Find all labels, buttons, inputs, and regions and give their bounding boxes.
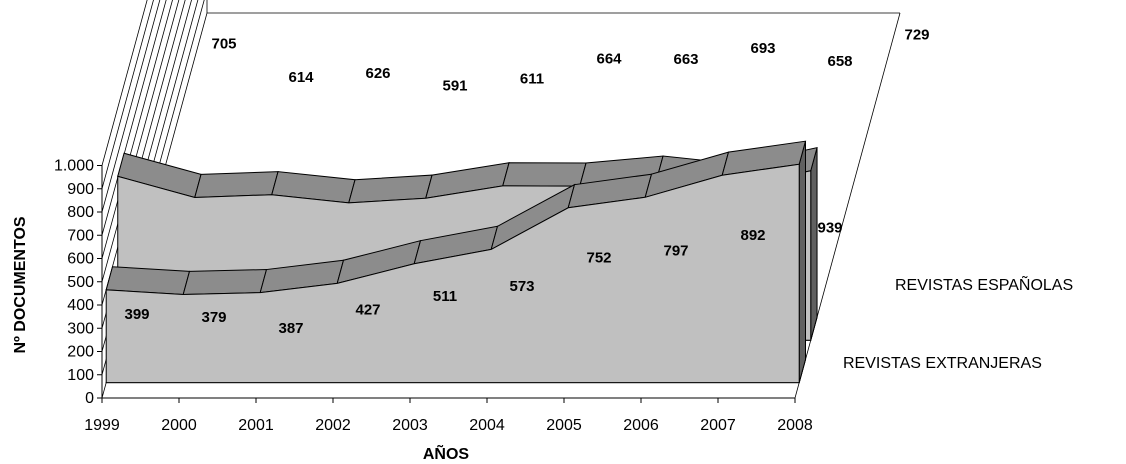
data-label-extranjeras: 892 [740,227,765,244]
y-tick-label: 100 [67,367,94,384]
data-label-extranjeras: 379 [201,309,226,326]
series-extranjeras-side [798,141,806,383]
gridline [101,0,173,259]
x-tick-label: 2007 [700,417,736,434]
chart-axes: 0 100 200 300 400 500 600 700 800 900 1.000 1999 200… [54,158,813,435]
data-label-espanolas: 626 [365,65,390,82]
data-label-extranjeras: 939 [817,220,842,237]
y-tick-label: 700 [67,227,94,244]
series-front-ribbon [105,140,807,384]
data-label-espanolas: 705 [211,36,236,53]
series-espanolas-side [810,147,818,341]
y-axis-title: Nº DOCUMENTOS [12,216,29,353]
y-tick-label: 600 [67,251,94,268]
data-label-espanolas: 729 [904,27,929,44]
series-extranjeras-face [105,163,800,384]
y-tick-label: 800 [67,204,94,221]
y-tick-label: 400 [67,297,94,314]
gridline [101,0,161,213]
y-tick-label: 900 [67,181,94,198]
data-label-espanolas: 693 [750,40,775,57]
data-label-extranjeras: 511 [433,288,457,305]
data-label-extranjeras: 752 [586,249,611,266]
series-extranjeras-top-segment [182,269,268,295]
y-tick-label: 300 [67,320,94,337]
x-tick-label: 1999 [84,417,120,434]
y-tick-label: 1.000 [54,158,94,175]
data-label-extranjeras: 427 [355,301,380,318]
data-label-extranjeras: 573 [509,278,534,295]
data-label-extranjeras: 399 [124,306,149,323]
y-tick-label: 500 [67,274,94,291]
series-espanolas-top-segment [502,162,587,187]
data-label-extranjeras: 797 [663,242,688,259]
data-label-espanolas: 663 [673,51,698,68]
x-tick-label: 2004 [469,417,505,434]
gridline [101,0,180,282]
data-label-espanolas: 614 [288,69,314,86]
y-tick-label: 0 [85,390,94,407]
data-label-extranjeras: 387 [278,320,303,337]
data-label-espanolas: 658 [827,53,852,70]
chart-data-labels: 399 379 387 427 511 573 752 797 892 939 705 614 626 5… [124,27,929,337]
x-tick-label: 2001 [238,417,274,434]
data-label-espanolas: 591 [442,78,467,95]
x-tick-label: 2000 [161,417,197,434]
x-tick-label: 2002 [315,417,351,434]
x-axis-title: AÑOS [423,443,470,463]
x-tick-label: 2006 [623,417,659,434]
x-tick-label: 2003 [392,417,428,434]
series-name-front: REVISTAS EXTRANJERAS [843,355,1042,372]
gridline [101,0,167,236]
y-tick-label: 200 [67,344,94,361]
data-label-espanolas: 664 [596,51,622,68]
x-tick-label: 2008 [777,417,813,434]
data-label-espanolas: 611 [520,70,544,87]
gridline [101,0,154,189]
gridline [101,0,148,166]
x-tick-label: 2005 [546,417,582,434]
series-espanolas-top-segment [194,171,279,199]
series-name-back: REVISTAS ESPAÑOLAS [895,274,1073,294]
